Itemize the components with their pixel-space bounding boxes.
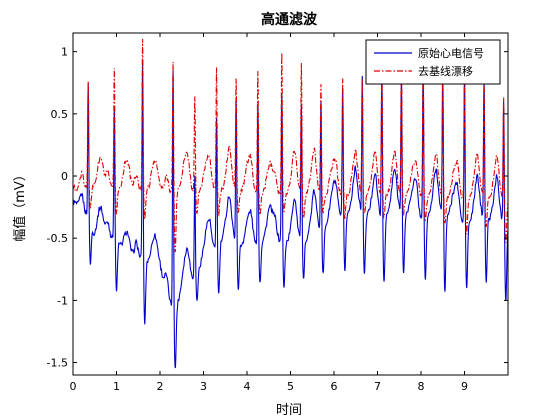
legend: 原始心电信号 去基线漂移 (365, 39, 501, 85)
legend-label-original-ecg: 原始心电信号 (418, 46, 484, 60)
x-tick-label: 9 (461, 380, 468, 393)
x-tick-label: 5 (287, 380, 294, 393)
x-axis-ticks: 0 1 2 3 4 5 6 7 8 9 (70, 33, 468, 393)
y-tick-label: 0.5 (51, 108, 69, 121)
x-tick-label: 3 (200, 380, 207, 393)
y-tick-label: -1 (57, 294, 68, 307)
x-tick-label: 7 (374, 380, 381, 393)
y-tick-label: -0.5 (47, 232, 68, 245)
y-tick-label: 1 (61, 46, 68, 59)
y-tick-label: 0 (61, 170, 68, 183)
plot-area: 0 1 2 3 4 5 6 7 8 9 -1.5 -1 -0.5 0 0.5 1 (47, 32, 509, 393)
y-tick-label: -1.5 (47, 357, 68, 370)
x-tick-label: 0 (70, 380, 77, 393)
y-axis-label: 幅值（mV） (12, 168, 28, 242)
x-tick-label: 2 (157, 380, 164, 393)
y-axis-ticks: -1.5 -1 -0.5 0 0.5 1 (47, 46, 508, 370)
x-axis-label: 时间 (276, 403, 302, 418)
x-tick-label: 4 (244, 380, 251, 393)
x-tick-label: 6 (331, 380, 338, 393)
legend-label-baseline-removed: 去基线漂移 (418, 64, 473, 78)
x-tick-label: 1 (113, 380, 120, 393)
series-line-baseline-removed (72, 39, 509, 253)
series-layer (72, 39, 509, 369)
chart-title: 高通滤波 (261, 11, 318, 28)
x-tick-label: 8 (418, 380, 425, 393)
legend-box (365, 39, 501, 85)
series-line-original-ecg (72, 63, 509, 369)
